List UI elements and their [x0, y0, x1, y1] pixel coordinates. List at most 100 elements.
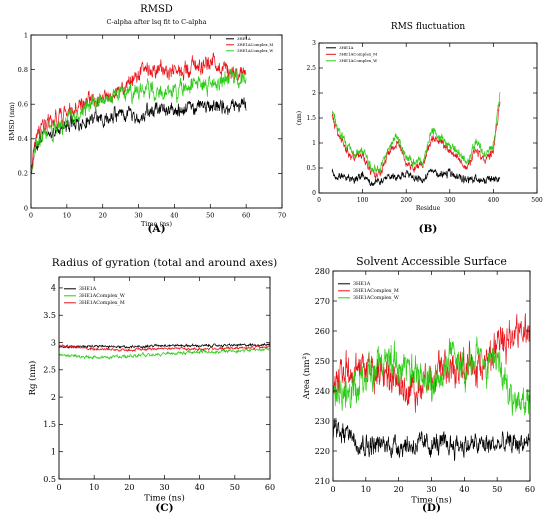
series-line-2 — [31, 52, 247, 171]
x-tick-label: 30 — [159, 483, 169, 492]
x-tick-label: 0 — [29, 212, 33, 220]
x-axis-label: Residue — [416, 205, 441, 212]
y-tick-label: 3 — [312, 40, 316, 47]
chart-panel-4: Solvent Accessible Surface 0 10 20 30 40 50 60 2… — [301, 255, 535, 514]
x-axis-label: Time (ns) — [144, 493, 185, 504]
plot-frame — [318, 42, 538, 194]
legend-label-2: 3HE1AComplex_M — [339, 52, 377, 57]
y-tick-label: 0.2 — [18, 170, 28, 178]
series-line-1 — [31, 97, 247, 176]
x-tick-label: 300 — [444, 197, 456, 204]
y-tick-label: 210 — [315, 477, 330, 486]
legend-label-3: 3HE1AComplex_W — [339, 58, 378, 63]
x-tick-label: 50 — [230, 483, 240, 492]
x-tick-label: 60 — [242, 212, 250, 220]
y-tick-label: 0.6 — [18, 100, 28, 108]
y-tick-label: 280 — [315, 267, 330, 276]
legend-label-1: 3HE1A — [339, 45, 353, 50]
x-tick-label: 30 — [134, 212, 142, 220]
x-tick-label: 20 — [124, 483, 134, 492]
x-tick-label: 400 — [488, 197, 500, 204]
x-axis-label: Time (ns) — [411, 495, 452, 506]
legend-label-1: 3HE1A — [237, 36, 251, 41]
chart-title: RMS fluctuation — [391, 22, 466, 32]
x-tick-label: 60 — [265, 483, 275, 492]
series-line-2 — [331, 101, 501, 180]
y-tick-label: 2 — [51, 393, 56, 402]
panel-label: (B) — [419, 223, 438, 235]
y-tick-label: 1.5 — [43, 420, 56, 429]
y-tick-label: 270 — [315, 297, 330, 306]
y-tick-label: 260 — [315, 327, 330, 336]
x-tick-label: 40 — [195, 483, 205, 492]
series-line-2 — [59, 347, 270, 360]
chart-panel-3: Radius of gyration (total and around axe… — [27, 257, 277, 514]
y-tick-label: 220 — [315, 447, 330, 456]
x-tick-label: 60 — [525, 485, 535, 494]
legend-label-1: 3HE1A — [79, 286, 97, 292]
chart-title: Solvent Accessible Surface — [356, 255, 507, 268]
y-axis-label: Rg (nm) — [27, 361, 38, 396]
x-tick-label: 40 — [170, 212, 178, 220]
y-tick-label: 3.5 — [43, 311, 56, 320]
chart-title: RMSD — [140, 4, 173, 15]
legend-label-3: 3HE1AComplex_W — [353, 295, 399, 301]
x-axis-label: Time (ns) — [141, 220, 173, 228]
x-tick-label: 70 — [278, 212, 286, 220]
y-tick-label: 1 — [312, 140, 316, 147]
y-tick-label: 0.5 — [306, 165, 316, 172]
x-tick-label: 20 — [99, 212, 107, 220]
plot-frame — [30, 34, 283, 209]
panel-label: (C) — [155, 502, 173, 514]
x-tick-label: 500 — [531, 197, 543, 204]
x-tick-label: 200 — [400, 197, 412, 204]
y-tick-label: 1 — [24, 31, 28, 39]
x-tick-label: 0 — [56, 483, 61, 492]
panel-label: (A) — [147, 223, 165, 235]
y-tick-label: 230 — [315, 417, 330, 426]
legend-label-2: 3HE1AComplex_M — [237, 42, 273, 47]
y-axis-label: RMSD (nm) — [8, 102, 16, 141]
y-axis-label: Area (nm²) — [301, 353, 312, 401]
chart-panel-2: RMS fluctuation 0 100 200 300 400 500 0 0.5 1 1.5 2… — [296, 22, 543, 235]
series-line-3 — [31, 68, 247, 176]
y-axis-label: (nm) — [296, 111, 303, 125]
chart-subtitle: C-alpha after lsq fit to C-alpha — [107, 18, 207, 26]
y-tick-label: 2.5 — [306, 65, 316, 72]
x-tick-label: 50 — [492, 485, 502, 494]
series-line-3 — [333, 336, 530, 416]
panel-label: (D) — [422, 502, 441, 514]
legend-label-2: 3HE1AComplex_M — [353, 288, 399, 294]
y-tick-label: 2 — [312, 90, 316, 97]
x-tick-label: 0 — [317, 197, 321, 204]
x-tick-label: 40 — [459, 485, 469, 494]
y-tick-label: 0 — [24, 204, 28, 212]
series-line-3 — [59, 344, 270, 353]
y-tick-label: 0.8 — [18, 66, 28, 74]
y-tick-label: 240 — [315, 387, 330, 396]
y-tick-label: 250 — [315, 357, 330, 366]
y-tick-label: 3 — [51, 338, 56, 347]
x-tick-label: 20 — [394, 485, 404, 494]
legend-label-3: 3HE1AComplex_W — [237, 48, 273, 53]
y-tick-label: 2.5 — [43, 366, 56, 375]
series-line-3 — [331, 92, 501, 173]
x-tick-label: 10 — [89, 483, 99, 492]
x-tick-label: 50 — [206, 212, 214, 220]
y-tick-label: 0.5 — [43, 475, 56, 484]
y-tick-label: 1.5 — [306, 115, 316, 122]
x-tick-label: 10 — [63, 212, 71, 220]
x-tick-label: 100 — [357, 197, 369, 204]
series-line-1 — [59, 342, 270, 350]
legend-label-2: 3HE1AComplex_W — [79, 293, 125, 299]
y-tick-label: 1 — [51, 448, 56, 457]
y-tick-label: 4 — [51, 284, 56, 293]
x-tick-label: 0 — [330, 485, 335, 494]
legend-label-3: 3HE1AComplex_M — [79, 300, 125, 306]
plot-frame — [58, 276, 271, 480]
series-line-1 — [331, 168, 501, 187]
x-tick-label: 30 — [426, 485, 436, 494]
chart-title: Radius of gyration (total and around axe… — [52, 257, 277, 269]
